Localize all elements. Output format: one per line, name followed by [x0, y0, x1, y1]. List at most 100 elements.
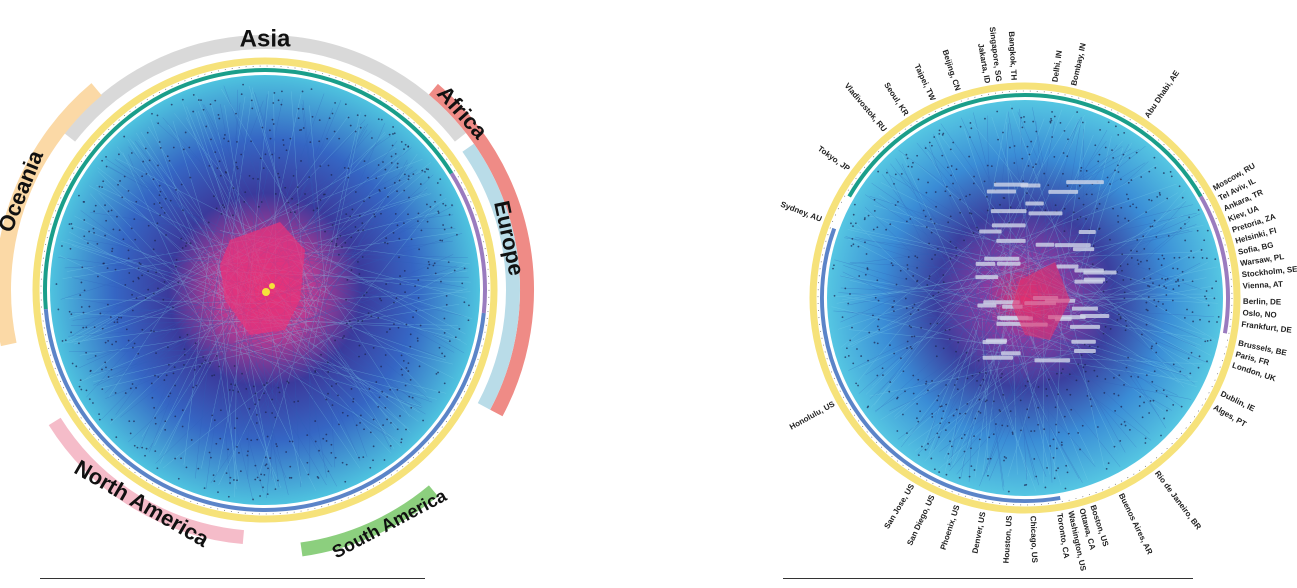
network-node: [238, 451, 240, 454]
network-node: [405, 428, 407, 431]
city-label: Buenos Aires, AR: [1117, 492, 1155, 556]
network-node: [945, 473, 948, 476]
network-node: [878, 328, 881, 331]
network-node: [894, 173, 897, 176]
network-node: [1144, 437, 1147, 440]
network-node: [891, 264, 894, 267]
network-node: [868, 331, 871, 334]
network-node: [262, 486, 264, 489]
network-node: [278, 176, 281, 179]
network-node: [163, 211, 166, 214]
network-node: [978, 398, 981, 401]
network-node: [377, 118, 380, 121]
network-node: [358, 355, 360, 358]
network-node: [352, 400, 355, 403]
region-label: Oceania: [0, 146, 48, 235]
network-edge: [288, 336, 402, 448]
network-node: [1150, 199, 1153, 202]
core-node-label: [1069, 324, 1101, 329]
core-cluster: [1012, 262, 1070, 340]
network-edge: [128, 146, 211, 241]
network-node: [468, 304, 470, 307]
network-node: [930, 231, 933, 234]
right-caption-rule: [783, 578, 1193, 579]
network-node: [1181, 196, 1184, 199]
network-node: [1121, 253, 1124, 256]
network-node: [181, 98, 184, 101]
network-node: [1051, 136, 1054, 138]
network-node: [1003, 456, 1006, 458]
network-node: [893, 183, 895, 185]
network-edge: [987, 162, 1146, 262]
network-edge: [69, 268, 231, 319]
city-label: Berlin, DE: [1243, 297, 1282, 307]
network-node: [346, 414, 349, 417]
network-node: [83, 235, 86, 238]
network-node: [984, 117, 986, 120]
network-edge: [239, 326, 418, 410]
network-node: [917, 309, 920, 311]
network-node: [232, 187, 235, 190]
network-node: [873, 210, 876, 212]
network-node: [989, 457, 992, 460]
network-edge: [271, 315, 274, 480]
network-edge: [1018, 340, 1027, 480]
network-node: [349, 124, 352, 127]
network-node: [110, 418, 113, 421]
network-edge: [940, 123, 1052, 281]
network-node: [1157, 258, 1160, 261]
network-node: [1019, 399, 1022, 402]
network-node: [1153, 299, 1156, 302]
network-node: [968, 212, 971, 214]
network-node: [284, 186, 287, 189]
network-node: [311, 115, 314, 118]
network-node: [111, 247, 114, 250]
city-label: Delhi, IN: [1050, 50, 1063, 83]
network-node: [1209, 339, 1212, 342]
network-node: [857, 245, 860, 248]
network-node: [1153, 219, 1156, 222]
network-node: [1171, 299, 1174, 302]
network-node: [917, 378, 920, 381]
city-label: Stockholm, SE: [1241, 264, 1297, 279]
network-node: [1140, 176, 1143, 178]
network-node: [942, 347, 945, 350]
network-node: [858, 275, 861, 277]
network-node: [442, 224, 444, 226]
network-node: [935, 205, 937, 208]
network-node: [920, 445, 923, 448]
network-node: [867, 359, 869, 362]
network-node: [169, 392, 172, 395]
core-node-label: [1083, 277, 1106, 282]
network-edge: [894, 350, 976, 420]
network-node: [402, 222, 405, 225]
network-node: [916, 256, 919, 259]
network-node: [1190, 351, 1193, 354]
network-node: [235, 112, 237, 115]
network-node: [318, 119, 321, 122]
network-node: [833, 264, 835, 267]
network-node: [392, 231, 395, 234]
network-node: [1061, 368, 1064, 371]
network-node: [337, 394, 339, 397]
network-node: [154, 422, 157, 425]
network-node: [1112, 156, 1115, 159]
network-node: [325, 433, 328, 436]
core-node-label: [1054, 243, 1091, 248]
network-nodes: [832, 107, 1220, 493]
network-node: [372, 418, 375, 421]
network-node: [1090, 405, 1093, 408]
core-node-label: [1028, 211, 1063, 216]
network-node: [306, 461, 309, 464]
network-node: [357, 320, 359, 322]
network-node: [1009, 410, 1012, 413]
network-edge: [889, 328, 1069, 412]
network-node: [1102, 332, 1105, 335]
network-node: [940, 417, 943, 420]
network-node: [122, 238, 125, 241]
network-edge: [230, 288, 468, 352]
core-node-label: [996, 238, 1026, 243]
network-edge: [122, 152, 206, 332]
network-node: [437, 371, 439, 374]
network-node: [928, 275, 931, 278]
